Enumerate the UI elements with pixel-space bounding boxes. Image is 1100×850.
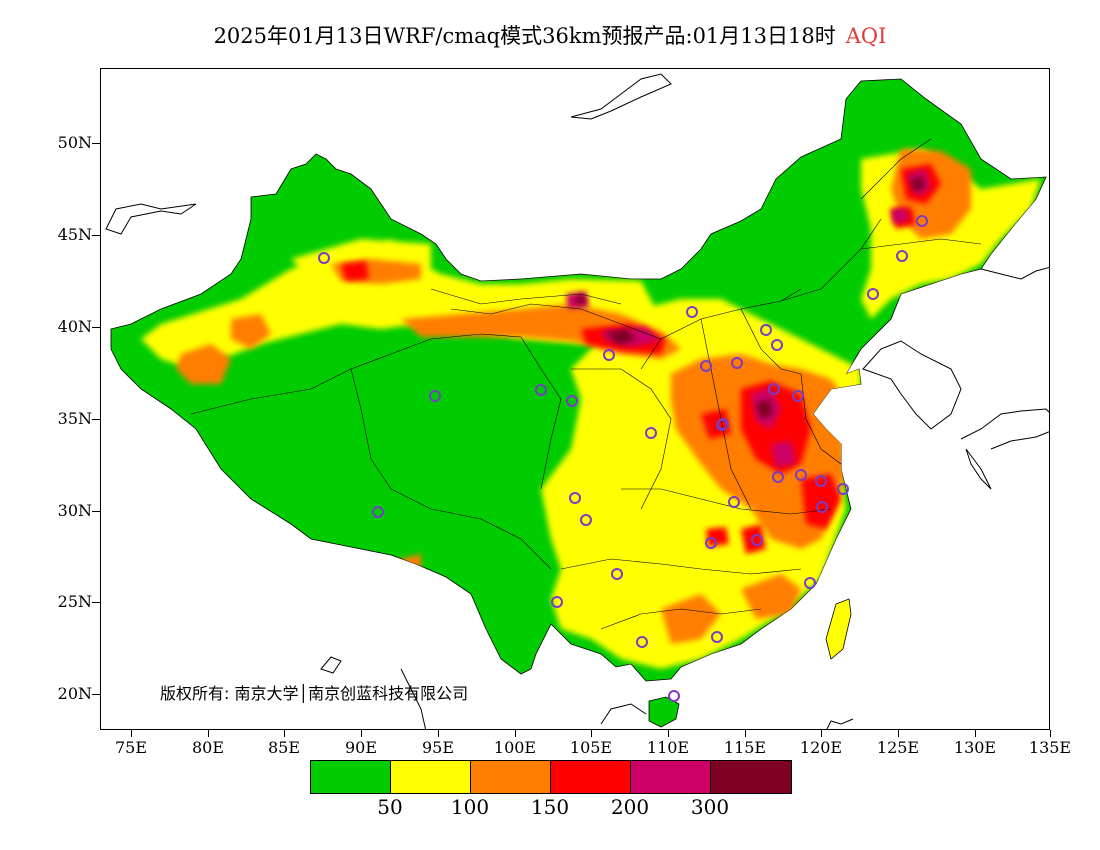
aqi-map bbox=[105, 73, 1049, 729]
station-marker bbox=[916, 215, 928, 227]
title-aqi-label: AQI bbox=[845, 24, 887, 48]
lon-tick bbox=[821, 730, 822, 737]
lat-tick bbox=[92, 235, 100, 236]
lat-tick bbox=[92, 511, 100, 512]
lon-tick bbox=[591, 730, 592, 737]
lat-label-35n: 35N bbox=[57, 409, 92, 428]
station-marker bbox=[751, 534, 763, 546]
station-marker bbox=[795, 469, 807, 481]
legend-label-150: 150 bbox=[530, 795, 570, 819]
copyright-text: 版权所有: 南京大学│南京创蓝科技有限公司 bbox=[160, 684, 469, 703]
lat-label-45n: 45N bbox=[57, 225, 92, 244]
lon-tick bbox=[898, 730, 899, 737]
lon-label-125e: 125E bbox=[876, 738, 920, 757]
lat-label-50n: 50N bbox=[57, 133, 92, 152]
station-marker bbox=[772, 471, 784, 483]
station-marker bbox=[429, 390, 441, 402]
lon-tick bbox=[745, 730, 746, 737]
taiwan-island bbox=[825, 598, 852, 660]
map-title: 2025年01月13日WRF/cmaq模式36km预报产品:01月13日18时 A… bbox=[0, 20, 1100, 50]
station-marker bbox=[611, 568, 623, 580]
station-marker bbox=[569, 492, 581, 504]
lon-label-85e: 85E bbox=[267, 738, 301, 757]
lon-label-100e: 100E bbox=[493, 738, 537, 757]
station-marker bbox=[771, 339, 783, 351]
lon-tick bbox=[361, 730, 362, 737]
station-marker bbox=[760, 324, 772, 336]
lon-tick bbox=[975, 730, 976, 737]
coastlines bbox=[105, 73, 1049, 729]
station-marker bbox=[815, 475, 827, 487]
lat-tick bbox=[92, 694, 100, 695]
map-frame bbox=[100, 68, 1050, 730]
lat-tick bbox=[92, 327, 100, 328]
station-marker bbox=[318, 252, 330, 264]
lat-label-25n: 25N bbox=[57, 592, 92, 611]
lat-tick bbox=[92, 602, 100, 603]
legend-swatch-moderate bbox=[391, 761, 471, 793]
station-marker bbox=[716, 419, 728, 431]
station-marker bbox=[535, 384, 547, 396]
legend-label-50: 50 bbox=[377, 795, 403, 819]
station-marker bbox=[896, 250, 908, 262]
lon-label-115e: 115E bbox=[723, 738, 767, 757]
legend-label-300: 300 bbox=[690, 795, 730, 819]
legend-swatch-unhealthy bbox=[551, 761, 631, 793]
station-marker bbox=[700, 360, 712, 372]
station-marker bbox=[804, 577, 816, 589]
station-marker bbox=[867, 288, 879, 300]
legend-swatch-good bbox=[311, 761, 391, 793]
station-marker bbox=[792, 390, 804, 402]
station-marker bbox=[731, 357, 743, 369]
lon-label-120e: 120E bbox=[799, 738, 843, 757]
aqi-legend bbox=[310, 760, 792, 794]
station-marker bbox=[705, 537, 717, 549]
lat-label-20n: 20N bbox=[57, 684, 92, 703]
station-marker bbox=[603, 349, 615, 361]
station-marker bbox=[816, 501, 828, 513]
lat-label-30n: 30N bbox=[57, 501, 92, 520]
station-marker bbox=[837, 483, 849, 495]
lat-label-40n: 40N bbox=[57, 317, 92, 336]
lon-label-90e: 90E bbox=[344, 738, 378, 757]
legend-label-200: 200 bbox=[610, 795, 650, 819]
legend-swatch-sensitive bbox=[471, 761, 551, 793]
station-marker bbox=[636, 636, 648, 648]
province-borders bbox=[190, 138, 982, 630]
aqi-shading bbox=[141, 149, 1041, 669]
hainan-island bbox=[648, 696, 680, 728]
lon-label-130e: 130E bbox=[953, 738, 997, 757]
station-marker bbox=[580, 514, 592, 526]
lon-label-80e: 80E bbox=[191, 738, 225, 757]
lon-label-75e: 75E bbox=[114, 738, 148, 757]
title-main: 2025年01月13日WRF/cmaq模式36km预报产品:01月13日18时 bbox=[213, 24, 836, 48]
lon-label-95e: 95E bbox=[421, 738, 455, 757]
lat-tick bbox=[92, 419, 100, 420]
station-marker bbox=[686, 306, 698, 318]
station-marker bbox=[768, 383, 780, 395]
station-marker bbox=[728, 496, 740, 508]
lon-label-110e: 110E bbox=[646, 738, 690, 757]
lon-label-105e: 105E bbox=[569, 738, 613, 757]
lon-tick bbox=[438, 730, 439, 737]
legend-label-100: 100 bbox=[450, 795, 490, 819]
station-marker bbox=[372, 506, 384, 518]
lon-tick bbox=[208, 730, 209, 737]
lon-tick bbox=[1050, 730, 1051, 737]
lon-tick bbox=[131, 730, 132, 737]
lat-tick bbox=[92, 143, 100, 144]
station-marker bbox=[668, 690, 680, 702]
station-marker bbox=[711, 631, 723, 643]
station-marker bbox=[551, 596, 563, 608]
lon-tick bbox=[668, 730, 669, 737]
station-markers bbox=[318, 215, 928, 702]
legend-swatch-very-unhealthy bbox=[631, 761, 711, 793]
lon-tick bbox=[515, 730, 516, 737]
lon-label-135e: 135E bbox=[1028, 738, 1072, 757]
lon-tick bbox=[284, 730, 285, 737]
station-marker bbox=[566, 395, 578, 407]
legend-swatch-hazardous bbox=[711, 761, 791, 793]
station-marker bbox=[645, 427, 657, 439]
